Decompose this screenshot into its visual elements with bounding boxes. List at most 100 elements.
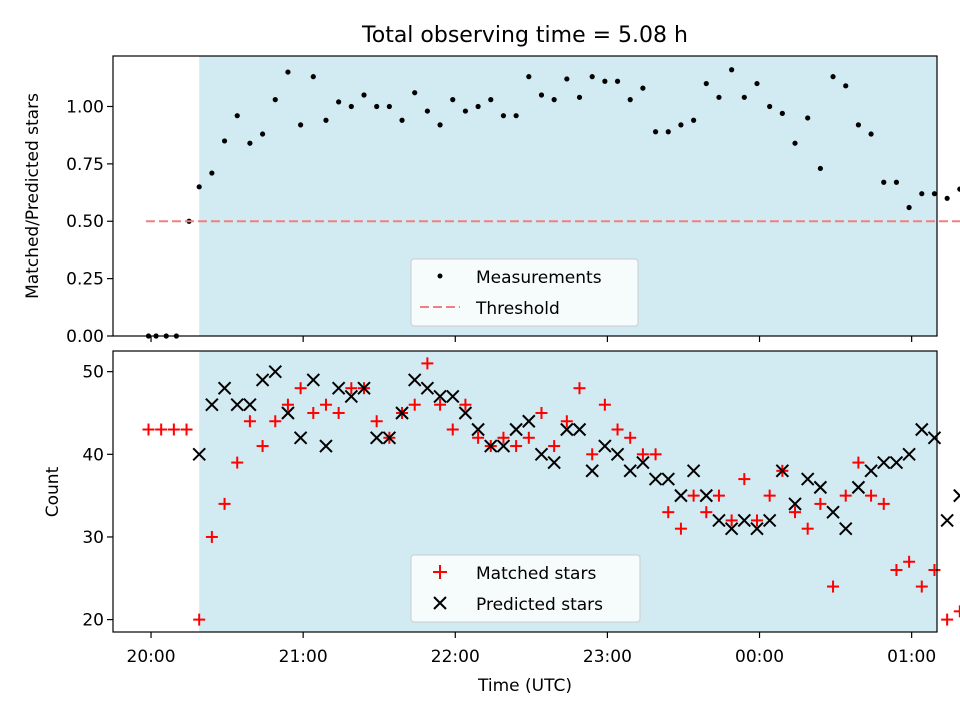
matched-star-point <box>205 530 218 543</box>
predicted-x-b <box>674 488 688 503</box>
x-tick-label: 01:00 <box>887 647 936 667</box>
measurement-point <box>513 113 519 119</box>
matched-star-point <box>598 398 611 411</box>
matched-star-point <box>750 514 763 527</box>
measurement-point <box>729 67 735 73</box>
predicted-x-b <box>344 389 359 404</box>
predicted-x-b <box>915 422 929 437</box>
measurement-point <box>310 74 316 80</box>
measurement-point <box>767 103 773 110</box>
measurement-point <box>716 94 722 100</box>
x-tick-label: 23:00 <box>583 647 632 667</box>
measurement-point <box>247 140 253 146</box>
measurement-point <box>754 80 760 87</box>
matched-star-point <box>738 473 751 486</box>
predicted-star-point <box>940 513 954 528</box>
predicted-x-b <box>902 447 916 462</box>
predicted-star-point <box>205 398 219 412</box>
predicted-star-point <box>433 389 447 404</box>
measurement-point <box>412 90 418 96</box>
measurement-point <box>893 179 900 185</box>
matched-star-point <box>573 382 586 395</box>
measurement-point <box>779 110 785 116</box>
predicted-x-b <box>496 439 511 453</box>
predicted-star-point <box>623 464 637 478</box>
predicted-x-b <box>319 439 333 453</box>
predicted-star-point <box>446 389 460 404</box>
predicted-star-point <box>750 521 764 536</box>
matched-star-point <box>180 423 193 436</box>
predicted-star-point <box>661 472 675 486</box>
top-y-axis-label: Matched/Predicted stars <box>23 93 43 299</box>
predicted-star-point <box>889 455 904 470</box>
matched-star-point <box>649 448 662 461</box>
predicted-star-point <box>877 455 891 470</box>
legend-matched-label: Matched stars <box>476 564 596 584</box>
measurement-point <box>323 117 329 123</box>
measurement-point <box>830 74 836 80</box>
predicted-star-point <box>268 364 282 379</box>
matched-star-point <box>535 406 548 419</box>
measurement-point <box>881 179 887 185</box>
predicted-x-b <box>281 406 295 420</box>
predicted-star-point <box>572 422 587 437</box>
x-tick-label: 22:00 <box>431 647 480 667</box>
predicted-star-point <box>534 447 549 462</box>
matched-star-point <box>941 613 954 626</box>
matched-star-point <box>332 406 345 419</box>
matched-star-point <box>446 423 459 436</box>
matched-star-point <box>687 489 700 502</box>
measurement-point <box>272 97 278 103</box>
predicted-x-b <box>205 398 219 412</box>
bottom-legend: Matched stars Predicted stars <box>410 554 641 623</box>
matched-star-point <box>928 564 941 577</box>
matched-star-point <box>763 489 776 502</box>
measurement-point <box>298 122 304 128</box>
predicted-x-b <box>712 513 726 528</box>
predicted-x-b <box>509 422 523 437</box>
predicted-star-point <box>484 439 498 453</box>
matched-star-point <box>307 406 320 419</box>
matched-star-point <box>890 564 903 577</box>
matched-star-point <box>472 431 485 444</box>
predicted-star-point <box>788 497 802 511</box>
legend-predicted-label: Predicted stars <box>476 595 603 615</box>
top-y-tick-label: 0.00 <box>66 327 104 347</box>
matched-star-point <box>281 398 294 411</box>
predicted-x-b <box>382 431 397 445</box>
predicted-x-b <box>408 373 422 387</box>
x-tick-label: 00:00 <box>735 647 784 667</box>
matched-star-point <box>586 448 599 461</box>
matched-star-point <box>522 431 535 444</box>
predicted-x-b <box>560 422 574 437</box>
predicted-x-b <box>737 513 752 528</box>
predicted-star-point <box>864 464 878 478</box>
measurement-point <box>931 191 938 197</box>
predicted-x-b <box>458 406 473 420</box>
matched-star-point <box>801 522 814 535</box>
predicted-star-point <box>408 373 422 387</box>
predicted-star-point <box>395 406 409 420</box>
measurement-point <box>805 115 811 121</box>
predicted-star-point <box>331 381 346 395</box>
predicted-star-point <box>420 381 435 395</box>
measurement-point <box>627 97 633 103</box>
matched-star-point <box>903 555 916 568</box>
predicted-x-b <box>775 464 790 478</box>
bottom-y-axis-label: Count <box>43 466 63 517</box>
predicted-star-point <box>192 447 206 462</box>
matched-star-point <box>636 448 649 461</box>
predicted-x-b <box>877 455 891 470</box>
top-y-tick-label: 1.00 <box>66 97 104 117</box>
measurement-point <box>703 80 709 87</box>
measurement-point <box>259 131 266 137</box>
predicted-x-b <box>572 422 587 437</box>
matched-star-point <box>662 506 675 519</box>
measurement-point <box>564 76 570 82</box>
legend-predicted-marker <box>433 596 447 610</box>
predicted-x-b <box>889 455 904 470</box>
predicted-x-b <box>331 381 346 395</box>
x-tick-label: 21:00 <box>279 647 328 667</box>
predicted-x-b <box>788 497 802 511</box>
matched-star-point <box>459 398 472 411</box>
